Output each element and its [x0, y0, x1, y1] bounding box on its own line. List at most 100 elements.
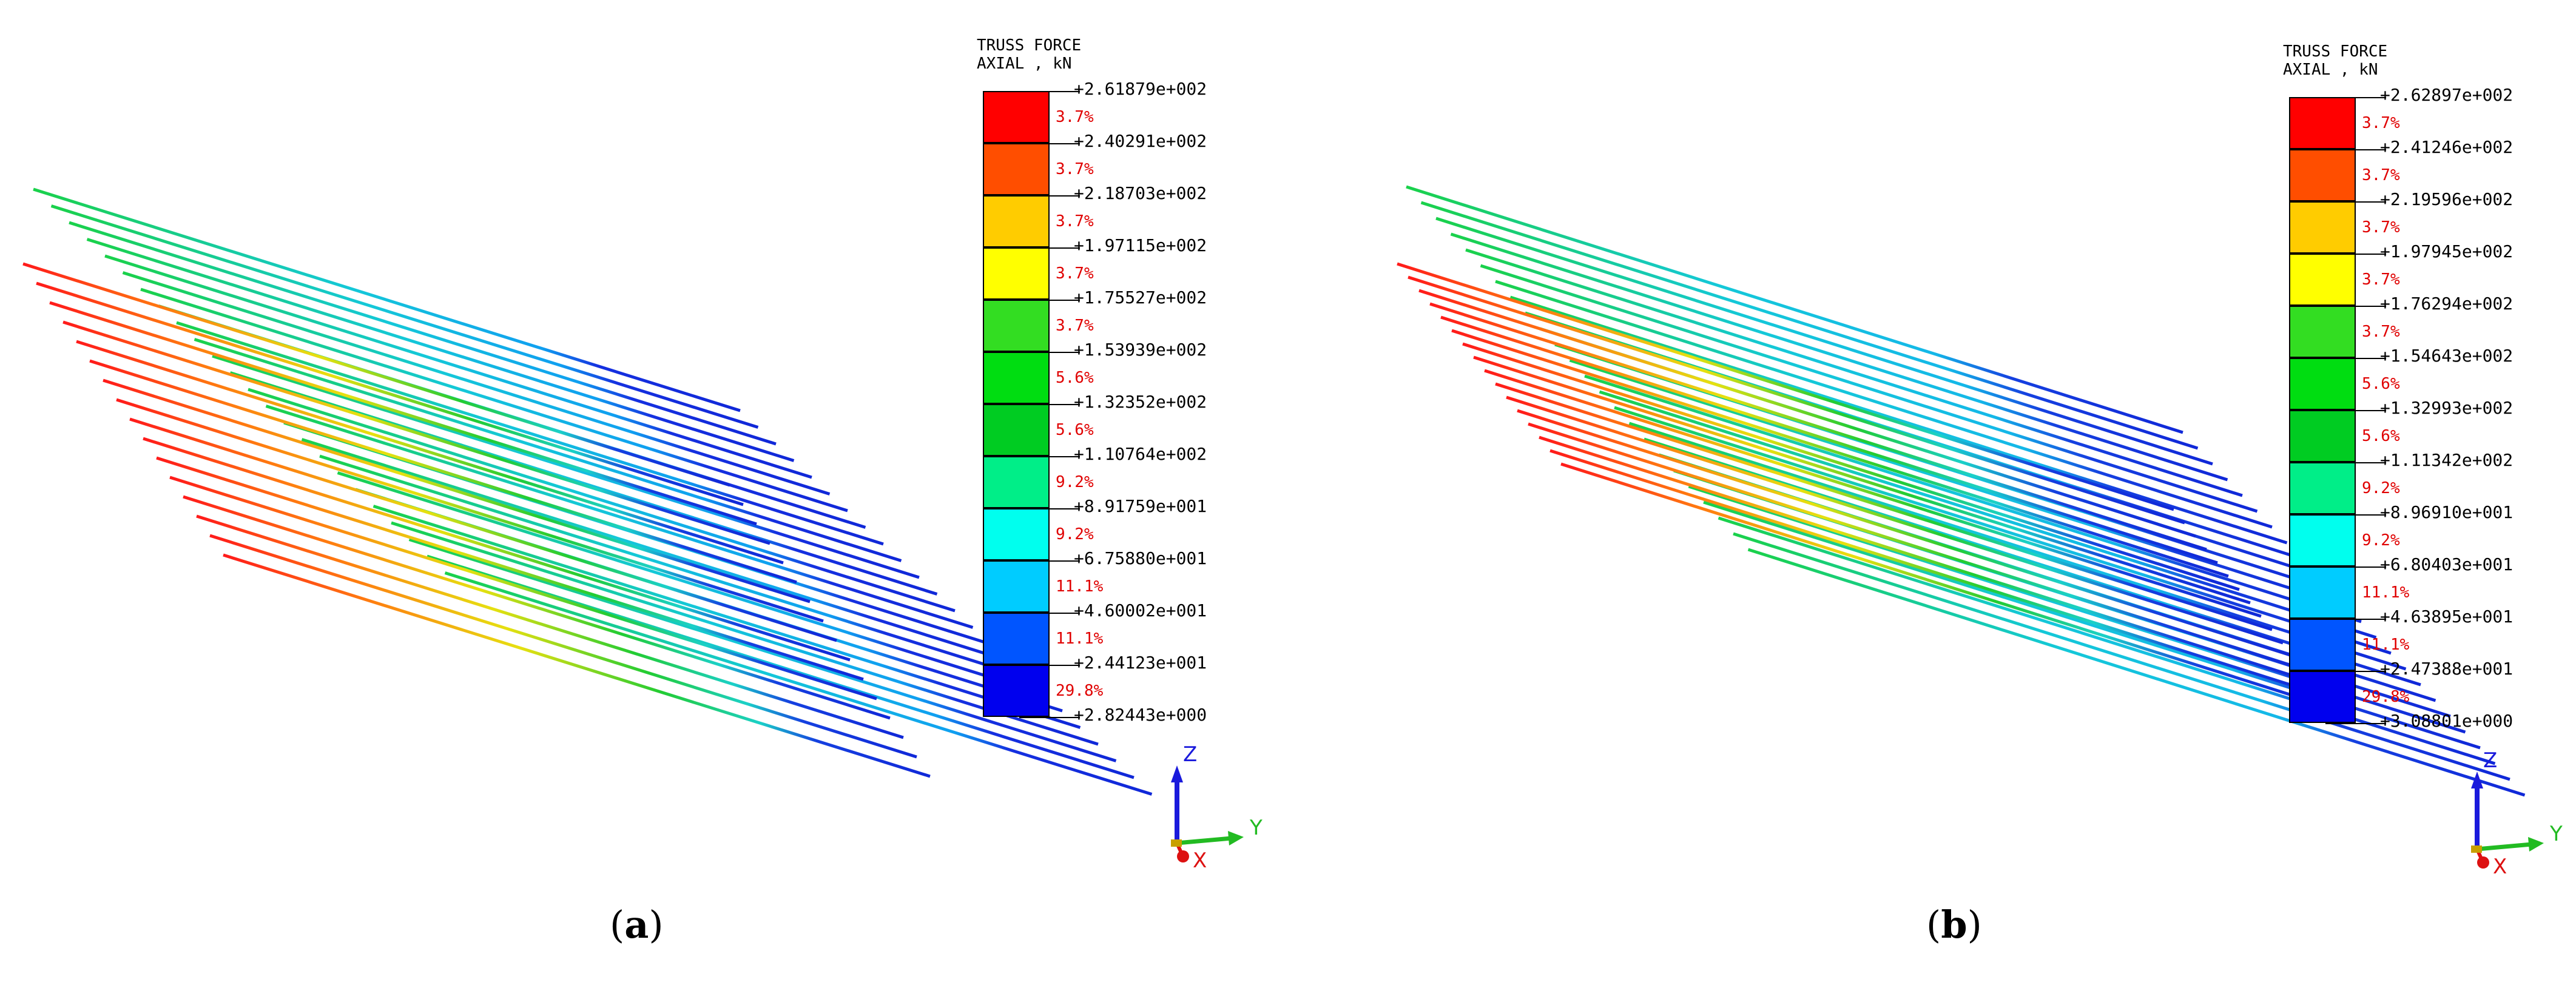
truss-member-upper	[1480, 264, 2258, 513]
legend-tick-label: +2.47388e+001	[2380, 659, 2514, 679]
truss-member-lower	[1440, 315, 2218, 565]
x-axis-arrow-icon	[1177, 850, 1189, 862]
legend-tick-line	[2325, 358, 2386, 359]
legend-percent-label: 9.2%	[2362, 479, 2400, 497]
legend-tick-label: +2.82443e+000	[1074, 705, 1207, 725]
truss-member-lower	[156, 456, 864, 681]
legend-percent-label: 3.7%	[1056, 212, 1094, 230]
truss-member-upper	[1569, 358, 2347, 608]
truss-member-lower	[76, 340, 784, 565]
legend-tick-line	[2325, 201, 2386, 203]
truss-member-lower	[1495, 382, 2273, 631]
legend-tick-label: +1.11342e+002	[2380, 450, 2514, 470]
y-axis-label: Y	[1249, 816, 1263, 840]
legend-percent-label: 3.7%	[2362, 323, 2400, 341]
legend-swatch	[983, 352, 1050, 404]
caption-b: (b)	[1926, 903, 1982, 947]
legend-percent-label: 11.1%	[1056, 577, 1104, 596]
legend-percent-label: 5.6%	[1056, 421, 1094, 439]
truss-member-upper	[408, 538, 1117, 762]
legend-tick-label: +1.53939e+002	[1074, 340, 1207, 360]
y-axis-arrow-icon	[2528, 837, 2544, 852]
truss-member-lower	[183, 495, 891, 720]
legend-percent-label: 3.7%	[1056, 317, 1094, 335]
truss-member-lower	[1484, 369, 2262, 618]
legend-swatch	[2289, 358, 2356, 410]
truss-member-upper	[373, 505, 1081, 729]
truss-model-b	[1397, 185, 2526, 797]
legend-tick-label: +6.80403e+001	[2380, 554, 2514, 574]
truss-member-lower	[1408, 275, 2185, 525]
truss-member-lower	[1517, 409, 2294, 658]
legend-swatch	[2289, 619, 2356, 671]
legend-percent-label: 11.1%	[2362, 636, 2410, 654]
truss-member-upper	[140, 287, 848, 513]
z-axis-arrow-icon	[1171, 765, 1183, 782]
legend-tick-label: +2.40291e+002	[1074, 131, 1207, 151]
truss-member-lower	[169, 476, 877, 701]
legend-swatch	[2289, 410, 2356, 462]
legend-tick-label: +1.32352e+002	[1074, 392, 1207, 412]
legend-tick-line	[2325, 306, 2386, 307]
x-axis-label: X	[1193, 849, 1207, 873]
origin-marker	[1171, 839, 1182, 847]
truss-member-upper	[1628, 422, 2407, 671]
legend-tick-label: +6.75880e+001	[1074, 548, 1207, 568]
z-axis-arrow-icon	[2471, 772, 2483, 788]
truss-member-lower	[1539, 435, 2316, 685]
truss-member-upper	[86, 238, 795, 462]
truss-member-upper	[301, 438, 1010, 662]
truss-member-upper	[1435, 217, 2213, 466]
legend-percent-label: 5.6%	[1056, 369, 1094, 387]
legend-tick-line	[1019, 613, 1080, 614]
truss-member-upper	[104, 254, 812, 479]
z-axis-label: Z	[2483, 752, 2497, 773]
legend-tick-line	[1019, 717, 1080, 718]
truss-member-lower	[129, 417, 837, 642]
legend-swatch	[983, 560, 1050, 613]
legend-percent-label: 3.7%	[2362, 271, 2400, 289]
legend-percent-label: 11.1%	[1056, 630, 1104, 648]
legend-tick-line	[2325, 619, 2386, 620]
legend-tick-line	[2325, 254, 2386, 255]
truss-member-lower	[62, 320, 770, 545]
legend-tick-label: +2.61879e+002	[1074, 79, 1207, 99]
legend-tick-label: +4.63895e+001	[2380, 607, 2514, 627]
legend-percent-label: 11.1%	[2362, 583, 2410, 602]
legend-tick-line	[1019, 91, 1080, 92]
legend-swatch	[2289, 514, 2356, 566]
truss-member-lower	[1560, 462, 2338, 711]
axis-triad-b: Z Y X	[2471, 752, 2563, 879]
legend-percent-label: 29.8%	[2362, 688, 2410, 706]
legend-percent-label: 3.7%	[2362, 166, 2400, 184]
legend-swatch	[2289, 306, 2356, 358]
truss-member-lower	[49, 301, 757, 526]
legend-a: TRUSS FORCE AXIAL , kN +2.61879e+002 3.7%…	[977, 36, 1286, 752]
legend-tick-line	[1019, 456, 1080, 457]
legend-swatch	[2289, 97, 2356, 149]
legend-tick-line	[1019, 352, 1080, 353]
legend-swatch	[983, 665, 1050, 717]
truss-member-upper	[1406, 185, 2183, 434]
panel-b: TRUSS FORCE AXIAL , kN +2.62897e+002 3.7%…	[1288, 0, 2576, 985]
truss-member-lower	[209, 534, 917, 759]
caption-a: (a)	[610, 903, 664, 947]
legend-tick-line	[1019, 247, 1080, 249]
legend-swatch	[2289, 462, 2356, 514]
legend-tick-label: +2.19596e+002	[2380, 189, 2514, 209]
legend-tick-line	[2325, 566, 2386, 568]
y-axis-label: Y	[2549, 822, 2563, 846]
legend-swatch	[983, 143, 1050, 195]
truss-member-upper	[248, 388, 956, 613]
truss-member-lower	[1451, 329, 2229, 578]
truss-member-upper	[212, 354, 920, 579]
legend-percent-label: 3.7%	[1056, 160, 1094, 178]
truss-member-upper	[1495, 280, 2273, 529]
truss-member-lower	[36, 281, 744, 506]
truss-member-lower	[22, 262, 730, 487]
legend-percent-label: 5.6%	[2362, 375, 2400, 393]
truss-member-upper	[1420, 201, 2199, 450]
truss-member-upper	[1584, 374, 2362, 624]
legend-tick-label: +8.96910e+001	[2380, 502, 2514, 522]
legend-percent-label: 9.2%	[2362, 531, 2400, 550]
